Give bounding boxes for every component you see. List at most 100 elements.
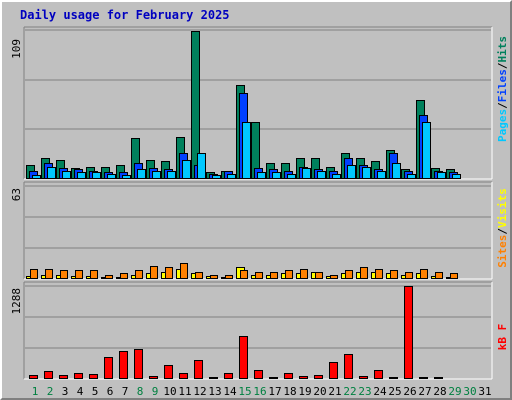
bar-kb-f (194, 360, 203, 379)
day-label: 3 (62, 385, 69, 398)
bar-pages (167, 171, 176, 179)
bar-kb-f (104, 357, 113, 379)
bar-pages (152, 171, 161, 179)
bar-kb-f (29, 375, 38, 379)
bar-sites (30, 269, 38, 279)
day-label: 29 (448, 385, 461, 398)
bar-pages (392, 163, 401, 179)
bar-pages (317, 171, 326, 179)
bar-sites (240, 270, 248, 279)
bar-pages (122, 175, 131, 179)
bar-pages (257, 172, 266, 179)
bar-kb-f (149, 376, 158, 379)
day-label: 12 (193, 385, 206, 398)
bar-pages (137, 169, 146, 179)
bar-sites (75, 270, 83, 279)
bar-kb-f (329, 362, 338, 379)
day-label: 20 (313, 385, 326, 398)
day-label: 30 (463, 385, 476, 398)
day-label: 24 (373, 385, 387, 398)
day-label: 26 (403, 385, 416, 398)
bar-kb-f (314, 375, 323, 379)
bar-pages (422, 122, 431, 179)
bar-sites (270, 272, 278, 279)
day-label: 31 (478, 385, 491, 398)
day-label: 19 (298, 385, 311, 398)
bar-pages (197, 153, 206, 179)
bar-sites (210, 275, 218, 279)
bar-pages (242, 122, 251, 179)
bar-pages (107, 174, 116, 179)
bar-kb-f (209, 377, 218, 379)
legend-entry: Files (496, 69, 509, 102)
bar-kb-f (134, 349, 143, 379)
day-label: 17 (268, 385, 281, 398)
bar-sites (60, 270, 68, 279)
day-label: 15 (238, 385, 251, 398)
bar-kb-f (164, 365, 173, 379)
legend-entry: Hits (496, 36, 509, 63)
bar-pages (62, 171, 71, 179)
day-label: 8 (137, 385, 144, 398)
bar-sites (135, 270, 143, 279)
bar-pages (437, 172, 446, 179)
bar-kb-f (374, 370, 383, 379)
y-max-label: 63 (10, 188, 23, 201)
bar-kb-f (44, 371, 53, 379)
bar-sites (105, 275, 113, 279)
bar-kb-f (359, 376, 368, 379)
bar-sites (450, 273, 458, 279)
day-label: 21 (328, 385, 341, 398)
bar-pages (77, 172, 86, 179)
day-label: 2 (47, 385, 54, 398)
bar-pages (272, 172, 281, 179)
bar-sites (180, 263, 188, 279)
day-label: 23 (358, 385, 371, 398)
day-label: 18 (283, 385, 296, 398)
day-label: 16 (253, 385, 266, 398)
bar-sites (375, 269, 383, 279)
bar-kb-f (254, 370, 263, 379)
y-max-label: 109 (10, 39, 23, 59)
bar-sites (420, 269, 428, 279)
bar-kb-f (239, 336, 248, 379)
day-label: 28 (433, 385, 446, 398)
bar-kb-f (119, 351, 128, 379)
day-label: 4 (77, 385, 84, 398)
bar-sites (390, 270, 398, 279)
legend-entry: Pages (496, 109, 509, 142)
day-label: 5 (92, 385, 99, 398)
bar-sites (330, 275, 338, 279)
bar-pages (377, 171, 386, 179)
chart-title: Daily usage for February 2025 (20, 8, 230, 22)
bar-sites (225, 275, 233, 279)
legend-entry: kB F (496, 324, 509, 351)
legend: kB F (496, 324, 509, 351)
bar-sites (120, 273, 128, 279)
bar-pages (302, 168, 311, 179)
bar-sites (405, 272, 413, 279)
bar-sites (300, 269, 308, 279)
bar-kb-f (74, 373, 83, 379)
day-label: 22 (343, 385, 356, 398)
bar-pages (47, 167, 56, 179)
bar-kb-f (404, 286, 413, 379)
bar-kb-f (89, 374, 98, 379)
bar-sites (435, 272, 443, 279)
bar-pages (407, 174, 416, 179)
bar-pages (182, 160, 191, 179)
day-label: 9 (152, 385, 159, 398)
bar-pages (287, 174, 296, 179)
day-label: 25 (388, 385, 401, 398)
bar-sites (195, 272, 203, 279)
legend-entry: / (496, 228, 509, 235)
bar-sites (90, 270, 98, 279)
legend-entry: Visits (496, 188, 509, 228)
legend: Sites/Visits (496, 188, 509, 268)
bar-sites (45, 269, 53, 279)
bar-pages (347, 165, 356, 179)
legend-entry: / (496, 62, 509, 69)
y-max-label: 1288 (10, 288, 23, 315)
